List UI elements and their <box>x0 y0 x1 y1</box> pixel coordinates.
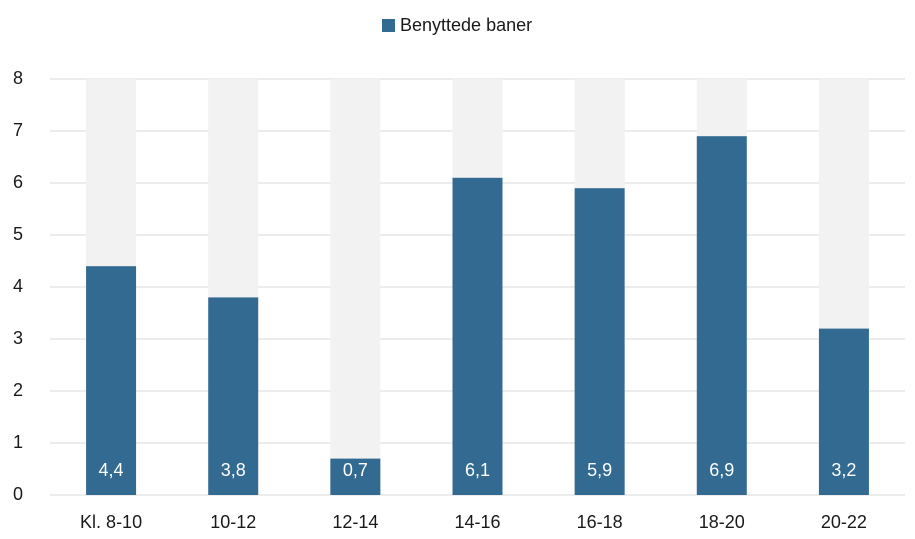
bar <box>696 136 747 495</box>
x-tick-label: 16-18 <box>577 512 623 532</box>
value-label: 6,9 <box>709 460 734 480</box>
value-label: 6,1 <box>465 460 490 480</box>
bar <box>452 177 503 496</box>
y-tick-label: 3 <box>13 328 23 348</box>
x-tick-label: 18-20 <box>699 512 745 532</box>
bar <box>208 297 259 495</box>
legend-label: Benyttede baner <box>400 15 532 35</box>
value-label: 5,9 <box>587 460 612 480</box>
x-tick-label: 20-22 <box>821 512 867 532</box>
x-tick-label: 14-16 <box>454 512 500 532</box>
y-tick-label: 8 <box>13 68 23 88</box>
value-label: 4,4 <box>99 460 124 480</box>
x-tick-label: 12-14 <box>332 512 378 532</box>
legend-swatch <box>382 19 395 32</box>
bar <box>818 328 869 495</box>
value-label: 0,7 <box>343 460 368 480</box>
y-tick-label: 1 <box>13 432 23 452</box>
value-label: 3,2 <box>831 460 856 480</box>
y-tick-label: 7 <box>13 120 23 140</box>
x-tick-label: Kl. 8-10 <box>80 512 142 532</box>
y-tick-label: 4 <box>13 276 23 296</box>
value-label: 3,8 <box>221 460 246 480</box>
y-tick-label: 2 <box>13 380 23 400</box>
y-tick-label: 0 <box>13 484 23 504</box>
bar <box>86 266 137 495</box>
bar <box>330 79 381 495</box>
x-tick-label: 10-12 <box>210 512 256 532</box>
bar <box>330 458 381 495</box>
y-tick-label: 5 <box>13 224 23 244</box>
bar <box>574 188 625 495</box>
y-tick-label: 6 <box>13 172 23 192</box>
